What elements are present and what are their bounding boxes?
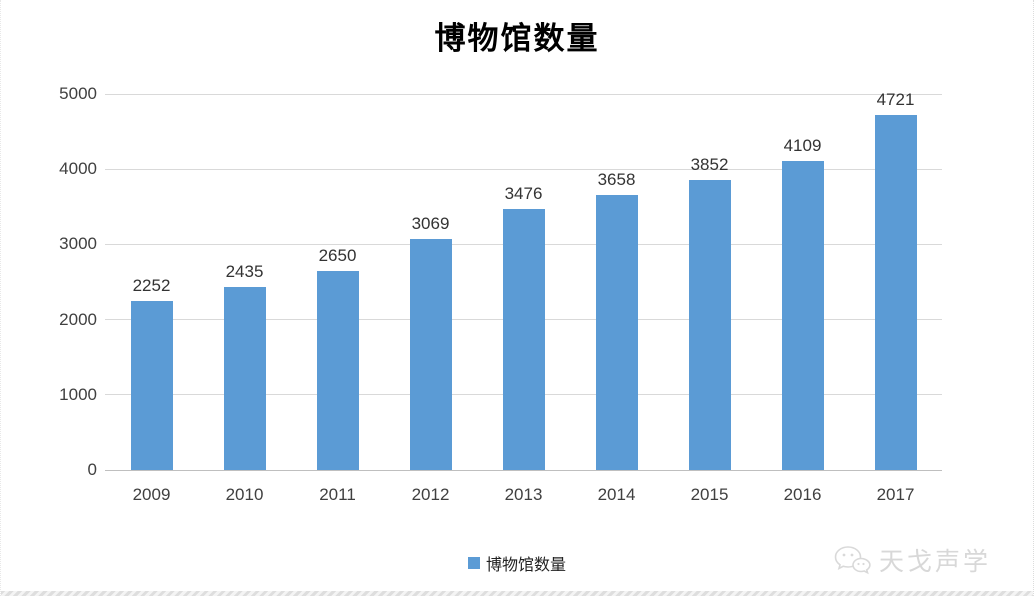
- y-tick-label-2000: 2000: [59, 309, 97, 329]
- bar-2011: [316, 270, 359, 470]
- watermark: 天戈声学: [833, 542, 991, 578]
- bottom-hatch-border: [1, 591, 1033, 596]
- y-tick-label-0: 0: [87, 460, 97, 479]
- bar-value-label-2010: 2435: [225, 261, 264, 281]
- gridline-5000: [105, 93, 942, 95]
- bar-value-label-2011: 2650: [318, 245, 357, 265]
- bar-value-label-2017: 4721: [876, 89, 915, 109]
- wechat-icon: [834, 546, 871, 575]
- bar-value-label-2012: 3069: [411, 214, 450, 234]
- chart-title: 博物馆数量: [434, 21, 600, 57]
- bar-value-label-2014: 3658: [597, 169, 636, 189]
- bar-2009: [130, 300, 173, 470]
- x-tick-label-2013: 2013: [504, 485, 543, 504]
- bar-2015: [688, 180, 731, 470]
- x-tick-label-2012: 2012: [411, 485, 450, 504]
- legend-swatch: [467, 557, 480, 569]
- x-tick-label-2011: 2011: [319, 485, 356, 504]
- bar-2013: [502, 208, 545, 470]
- y-tick-label-3000: 3000: [59, 234, 97, 254]
- bar-value-label-2015: 3852: [690, 155, 729, 175]
- bar-2012: [409, 239, 452, 470]
- bar-value-label-2013: 3476: [504, 183, 543, 203]
- bar-2016: [781, 161, 824, 470]
- x-tick-label-2014: 2014: [597, 485, 636, 504]
- bar-2014: [595, 194, 638, 470]
- x-tick-label-2015: 2015: [690, 485, 729, 504]
- bar-value-label-2009: 2252: [132, 275, 171, 295]
- x-tick-label-2010: 2010: [225, 485, 264, 504]
- gridline-0: [105, 469, 942, 471]
- legend: 博物馆数量: [1, 551, 1033, 575]
- plot-area: 2252 2435 2650 3069 3476 3658 3852 4109 4721: [105, 90, 942, 471]
- bar-2017: [874, 114, 917, 470]
- y-tick-label-1000: 1000: [59, 384, 97, 404]
- bar-value-label-2016: 4109: [783, 136, 822, 156]
- bar-2010: [223, 286, 266, 470]
- x-tick-label-2017: 2017: [876, 485, 915, 504]
- x-tick-label-2009: 2009: [132, 485, 171, 504]
- y-tick-label-5000: 5000: [59, 84, 97, 103]
- legend-label: 博物馆数量: [485, 557, 566, 574]
- gridline-4000: [105, 168, 942, 170]
- y-tick-label-4000: 4000: [59, 159, 97, 179]
- watermark-text: 天戈声学: [878, 548, 991, 576]
- x-tick-label-2016: 2016: [783, 485, 822, 504]
